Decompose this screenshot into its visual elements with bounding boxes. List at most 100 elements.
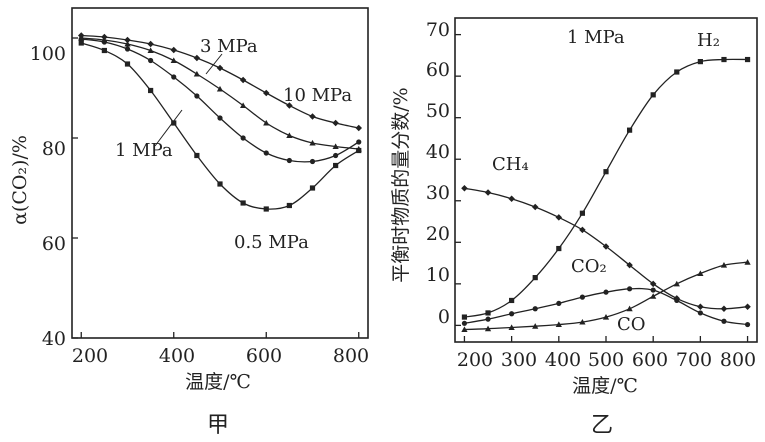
label-1mpa: 1 MPa bbox=[115, 140, 173, 161]
left-xtick-200: 200 bbox=[72, 345, 108, 367]
left-point-10-mpa-750 bbox=[332, 119, 339, 127]
right-xtick-800: 800 bbox=[720, 349, 756, 371]
left-caption: 甲 bbox=[207, 413, 229, 438]
left-point-0-5-mpa-200 bbox=[78, 40, 84, 46]
right-point-h-700 bbox=[697, 59, 703, 65]
right-tick-marks bbox=[455, 33, 749, 342]
right-point-h-400 bbox=[556, 245, 562, 252]
left-point-1-mpa-750 bbox=[333, 152, 339, 159]
right-xtick-500: 500 bbox=[588, 349, 624, 371]
right-point-h-800 bbox=[744, 56, 751, 63]
left-plot-frame bbox=[71, 7, 369, 339]
left-point-3-mpa-550 bbox=[240, 102, 247, 108]
left-point-1-mpa-700 bbox=[309, 158, 316, 165]
label-ch4: CH₄ bbox=[492, 154, 529, 175]
label-co2: CO₂ bbox=[571, 256, 607, 277]
leader-line-1mpa bbox=[154, 109, 183, 147]
left-point-1-mpa-550 bbox=[240, 135, 246, 141]
right-point-co-300 bbox=[508, 324, 515, 330]
right-point-co-500 bbox=[602, 313, 610, 320]
right-point-ch-400 bbox=[555, 214, 563, 221]
right-ytick-10: 10 bbox=[426, 264, 450, 286]
right-ytick-30: 30 bbox=[426, 182, 450, 204]
left-point-0-5-mpa-250 bbox=[101, 47, 107, 54]
left-point-10-mpa-300 bbox=[124, 36, 131, 44]
right-point-h-500 bbox=[603, 169, 609, 175]
right-point-ch-350 bbox=[531, 203, 539, 211]
label-10mpa: 10 MPa bbox=[283, 85, 352, 106]
left-xlabel: 温度/℃ bbox=[185, 371, 251, 393]
left-point-1-mpa-600 bbox=[263, 150, 269, 156]
left-point-0-5-mpa-300 bbox=[124, 61, 131, 67]
left-xtick-400: 400 bbox=[159, 345, 195, 367]
left-point-1-mpa-400 bbox=[171, 74, 177, 80]
right-point-co-350 bbox=[532, 306, 538, 312]
left-series-group bbox=[78, 32, 362, 212]
right-point-co-800 bbox=[744, 259, 751, 265]
right-point-h-550 bbox=[626, 127, 633, 133]
right-point-h-300 bbox=[509, 297, 515, 304]
right-ytick-20: 20 bbox=[426, 223, 450, 245]
left-ytick-60: 60 bbox=[42, 233, 66, 255]
left-point-10-mpa-400 bbox=[170, 46, 177, 54]
right-point-co-700 bbox=[697, 310, 703, 316]
left-point-0-5-mpa-350 bbox=[148, 87, 154, 94]
right-point-co-650 bbox=[673, 280, 680, 287]
left-point-0-5-mpa-550 bbox=[240, 200, 246, 206]
right-ytick-0: 0 bbox=[438, 306, 450, 328]
left-ytick-80: 80 bbox=[42, 138, 66, 160]
left-point-10-mpa-600 bbox=[263, 89, 270, 97]
label-right-1mpa: 1 MPa bbox=[567, 27, 625, 48]
right-series-group bbox=[461, 56, 751, 333]
right-point-co-200 bbox=[461, 326, 468, 333]
left-point-0-5-mpa-500 bbox=[217, 181, 223, 187]
left-point-1-mpa-250 bbox=[101, 39, 107, 45]
right-point-co-400 bbox=[555, 321, 562, 328]
right-point-co-250 bbox=[485, 316, 491, 322]
left-point-1-mpa-500 bbox=[217, 115, 223, 121]
left-point-0-5-mpa-400 bbox=[171, 120, 177, 126]
left-ytick-100: 100 bbox=[30, 43, 66, 65]
left-xtick-800: 800 bbox=[333, 345, 369, 367]
right-point-h-450 bbox=[579, 210, 586, 216]
right-point-co-700 bbox=[697, 270, 704, 276]
left-point-1-mpa-350 bbox=[148, 57, 154, 64]
right-xtick-400: 400 bbox=[545, 349, 581, 371]
right-point-ch-450 bbox=[579, 226, 586, 234]
right-point-co-300 bbox=[509, 311, 515, 317]
label-co: CO bbox=[617, 314, 646, 335]
left-point-10-mpa-500 bbox=[216, 64, 224, 72]
left-point-3-mpa-750 bbox=[332, 143, 339, 149]
left-point-10-mpa-700 bbox=[309, 113, 316, 120]
right-point-ch-750 bbox=[720, 305, 728, 313]
right-point-ch-200 bbox=[461, 185, 468, 192]
left-point-3-mpa-450 bbox=[193, 70, 200, 77]
right-point-co-600 bbox=[650, 293, 657, 299]
left-point-1-mpa-200 bbox=[78, 36, 84, 42]
right-point-h-600 bbox=[650, 92, 656, 98]
left-point-3-mpa-700 bbox=[309, 139, 316, 146]
right-point-h-200 bbox=[461, 314, 468, 320]
right-point-co-250 bbox=[484, 325, 492, 332]
left-xtick-600: 600 bbox=[246, 345, 282, 367]
right-ytick-40: 40 bbox=[426, 141, 450, 163]
label-h2: H₂ bbox=[697, 30, 720, 51]
right-point-ch-600 bbox=[649, 280, 657, 288]
right-point-co-200 bbox=[461, 320, 468, 326]
right-point-h-350 bbox=[532, 275, 538, 281]
right-point-ch-250 bbox=[484, 189, 492, 196]
right-point-co-450 bbox=[579, 318, 586, 325]
left-point-3-mpa-400 bbox=[170, 57, 177, 63]
right-point-co-550 bbox=[626, 286, 633, 292]
right-point-co-450 bbox=[579, 294, 586, 300]
left-point-0-5-mpa-750 bbox=[333, 162, 339, 169]
left-point-3-mpa-500 bbox=[216, 85, 224, 92]
left-point-10-mpa-650 bbox=[286, 102, 293, 109]
right-ytick-50: 50 bbox=[426, 100, 450, 122]
left-tick-marks bbox=[72, 37, 360, 339]
right-xtick-700: 700 bbox=[676, 349, 712, 371]
right-point-h-750 bbox=[721, 56, 727, 63]
left-point-1-mpa-650 bbox=[286, 157, 292, 164]
right-ytick-60: 60 bbox=[426, 59, 450, 81]
